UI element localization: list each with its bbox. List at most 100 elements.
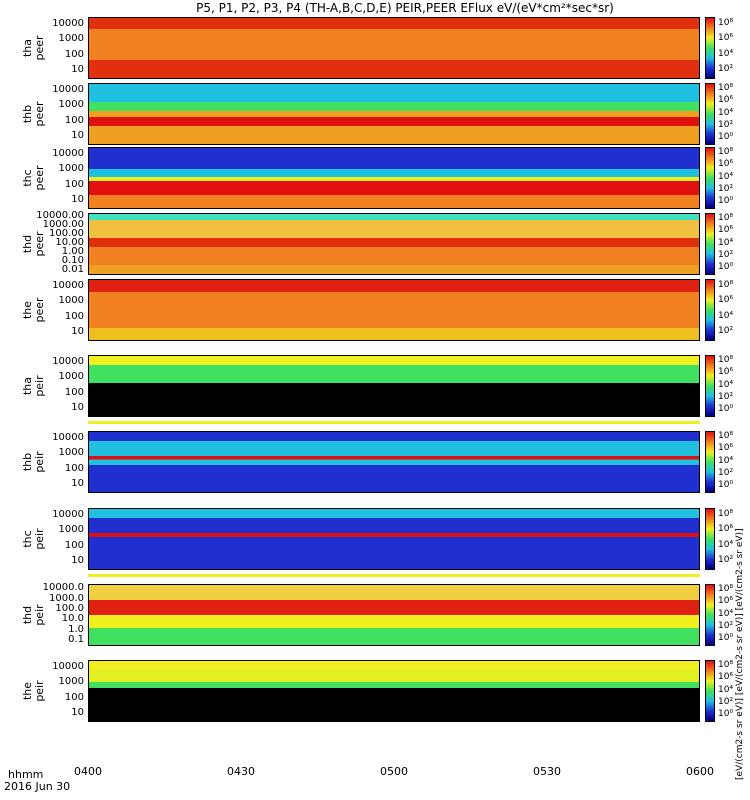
panel-thb-peir	[88, 431, 700, 493]
y-tick-label: 0.10	[61, 254, 84, 266]
y-tick-label: 100	[64, 310, 84, 322]
y-tick-label: 1.00	[61, 245, 84, 257]
colorbar-tick-label: 10⁶	[718, 367, 734, 378]
colorbar-tick-label: 10⁴	[718, 48, 734, 59]
colorbar-tick-label: 10⁶	[718, 524, 734, 535]
y-tick-label: 100	[64, 539, 84, 551]
panel-the-peer	[88, 279, 700, 341]
y-tick-label: 100	[64, 114, 84, 126]
y-tick-label: 1000	[58, 163, 84, 175]
colorbar-thb-peer	[705, 83, 715, 145]
panel-separator	[88, 345, 700, 348]
colorbar-tick-label: 10⁴	[718, 171, 734, 182]
colorbar-tick-label: 10²	[718, 119, 734, 130]
colorbar-tick-label: 10²	[718, 391, 734, 402]
y-tick-label: 100	[64, 386, 84, 398]
colorbar-tick-label: 10⁸	[718, 82, 734, 93]
x-axis-label-hhmm: hhmm	[8, 768, 44, 781]
panel-tha-peer	[88, 17, 700, 79]
y-tick-label: 10.00	[55, 237, 84, 248]
colorbar-thd-peer	[705, 213, 715, 275]
colorbar-tha-peer	[705, 17, 715, 79]
y-tick-label: 10000	[52, 83, 84, 95]
y-tick-label: 10	[71, 555, 84, 567]
y-tick-label: 10000	[52, 279, 84, 291]
x-tick-4: 0600	[686, 765, 714, 778]
colorbar-tick-label: 10⁰	[718, 404, 734, 415]
colorbar-tick-label: 10⁸	[718, 583, 734, 594]
colorbar-tick-label: 10²	[718, 64, 734, 75]
y-tick-label: 10	[71, 707, 84, 719]
panel-thb-peer	[88, 83, 700, 145]
y-tick-label: 10000.00	[36, 210, 84, 222]
colorbar-tick-label: 10⁰	[718, 132, 734, 143]
y-tick-label: 0.01	[61, 263, 84, 275]
y-tick-label: 10	[71, 64, 84, 76]
y-tick-label: 10	[71, 194, 84, 206]
panel-separator	[88, 650, 700, 653]
colorbar-tick-label: 10⁸	[718, 146, 734, 157]
colorbar-tick-label: 10⁶	[718, 95, 734, 106]
colorbar-tick-label: 10⁴	[718, 107, 734, 118]
colorbar-thc-peir	[705, 508, 715, 570]
y-tick-label: 1000	[58, 447, 84, 459]
y-tick-label: 1000	[58, 295, 84, 307]
colorbar-tick-label: 10⁸	[718, 508, 734, 519]
colorbar-label: [eV/(cm2-s sr eV)] [eV/(cm2-s sr eV)] [e…	[735, 528, 745, 780]
y-tick-label: 10000	[52, 17, 84, 29]
colorbar-tick-label: 10⁸	[718, 354, 734, 365]
colorbar-tha-peir	[705, 355, 715, 417]
y-tick-label: 10000	[52, 660, 84, 672]
y-tick-label: 1000	[58, 33, 84, 45]
y-tick-label: 1000.0	[49, 592, 84, 604]
colorbar-tick-label: 10⁴	[718, 310, 734, 321]
colorbar-tick-label: 10²	[718, 326, 734, 337]
y-tick-label: 1000	[58, 371, 84, 383]
panel-separator	[88, 421, 700, 424]
colorbar-tick-label: 10⁸	[718, 212, 734, 223]
y-tick-label: 1.0	[68, 623, 84, 635]
y-tick-label: 10	[71, 326, 84, 338]
panel-thd-peer	[88, 213, 700, 275]
y-tick-label: 10	[71, 478, 84, 490]
panel-thc-peer	[88, 147, 700, 209]
colorbar-tick-label: 10⁰	[718, 633, 734, 644]
y-tick-label: 1000.00	[42, 219, 84, 231]
x-tick-0: 0400	[74, 765, 102, 778]
y-tick-label: 100.0	[55, 602, 84, 614]
y-tick-label: 10000	[52, 431, 84, 443]
y-tick-label: 10000	[52, 508, 84, 520]
x-axis-label-date: 2016 Jun 30	[4, 780, 71, 793]
colorbar-the-peir	[705, 660, 715, 722]
plot-title: P5, P1, P2, P3, P4 (TH-A,B,C,D,E) PEIR,P…	[196, 1, 614, 15]
colorbar-tick-label: 10⁶	[718, 295, 734, 306]
y-tick-label: 10	[71, 130, 84, 142]
y-tick-label: 100	[64, 178, 84, 190]
x-tick-3: 0530	[533, 765, 561, 778]
y-tick-label: 100	[64, 48, 84, 60]
y-tick-label: 0.1	[68, 633, 84, 645]
colorbar-tick-label: 10⁶	[718, 596, 734, 607]
colorbar-tick-label: 10²	[718, 555, 734, 566]
colorbar-tick-label: 10⁸	[718, 17, 734, 28]
colorbar-tick-label: 10⁴	[718, 539, 734, 550]
colorbar-tick-label: 10²	[718, 249, 734, 260]
colorbar-tick-label: 10⁰	[718, 709, 734, 720]
y-tick-label: 10000.0	[42, 582, 84, 594]
panel-thc-peir	[88, 508, 700, 570]
colorbar-tick-label: 10⁴	[718, 608, 734, 619]
colorbar-tick-label: 10⁶	[718, 159, 734, 170]
panel-separator	[88, 574, 700, 577]
panel-tha-peir	[88, 355, 700, 417]
colorbar-tick-label: 10⁶	[718, 672, 734, 683]
colorbar-thb-peir	[705, 431, 715, 493]
colorbar-tick-label: 10⁴	[718, 379, 734, 390]
y-tick-label: 10000	[52, 147, 84, 159]
panel-separator	[88, 498, 700, 501]
y-tick-label: 10.0	[61, 613, 84, 625]
colorbar-tick-label: 10⁶	[718, 225, 734, 236]
panel-thd-peir	[88, 584, 700, 646]
y-tick-label: 1000	[58, 524, 84, 536]
colorbar-the-peer	[705, 279, 715, 341]
